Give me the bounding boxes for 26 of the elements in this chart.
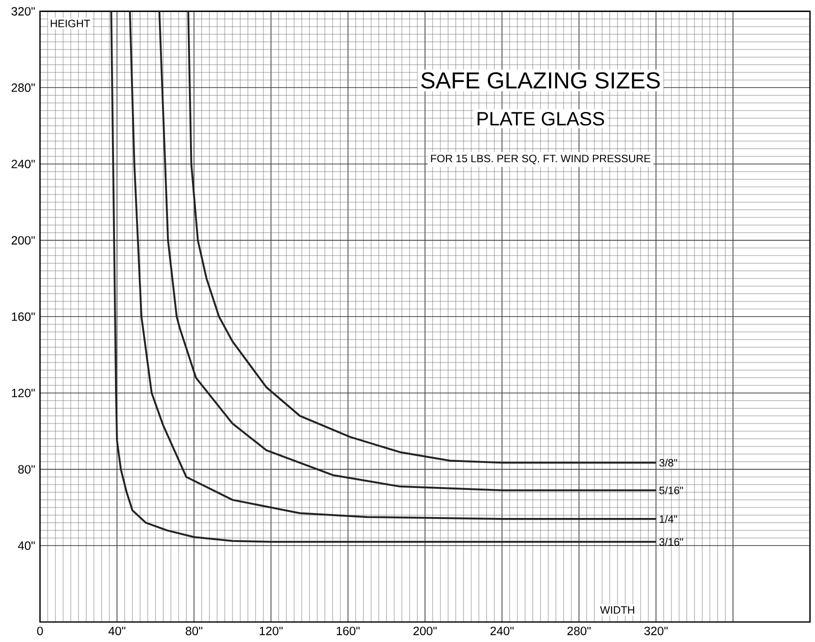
series-label: 1/4" [660,515,678,523]
x-tick-label: 320" [644,626,668,636]
x-tick-label: 40" [108,626,126,636]
y-tick-label: 280" [12,83,35,92]
x-tick-label: 240" [490,626,514,636]
series-label: 3/8" [659,458,678,467]
y-tick-label: 120" [12,388,35,398]
x-axis-title: WIDTH [600,606,634,614]
x-tick-label: 160" [336,626,360,636]
annotation: FOR 15 LBS. PER SQ. FT. WIND PRESSURE [431,154,650,164]
y-tick-label: 160" [12,312,35,321]
y-tick-label: 40" [18,541,35,550]
series-label: 5/16" [659,486,684,494]
y-tick-label: 240" [12,160,35,168]
y-tick-label: 200" [12,236,35,245]
y-tick-label: 80" [18,465,35,474]
series-label: 3/16" [659,538,684,546]
text: SAFE GLAZING SIZES [421,72,660,89]
text: PLATE GLASS [478,112,604,126]
x-tick-label: 200" [413,626,437,636]
x-tick-label: 0 [37,626,43,636]
x-tick-label: 280" [567,626,591,636]
y-tick-label: 320" [11,7,35,16]
y-axis-title: HEIGHT [50,20,90,28]
x-tick-label: 120" [260,626,283,636]
x-tick-label: 80" [186,626,202,636]
